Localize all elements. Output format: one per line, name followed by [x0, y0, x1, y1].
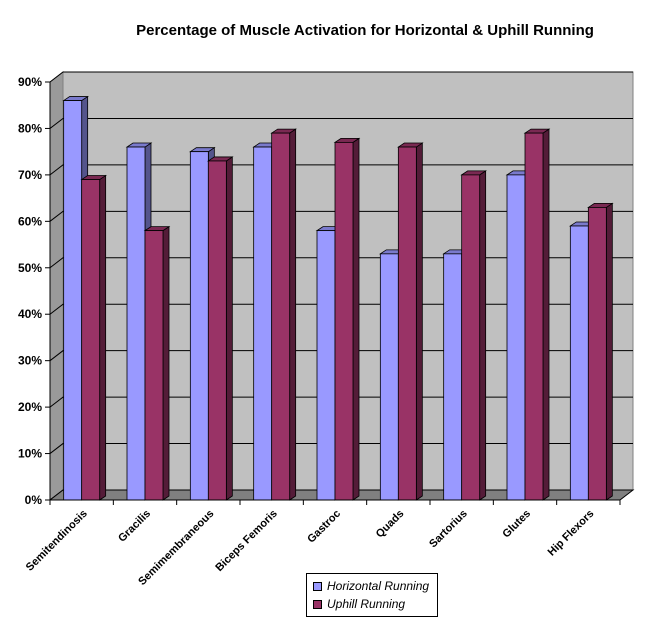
- bar-uphill-running-biceps-femoris: [270, 128, 297, 501]
- bar-front: [144, 230, 164, 501]
- gridline: [49, 164, 633, 176]
- bar-side: [605, 202, 613, 501]
- bar-front: [63, 100, 83, 501]
- y-tick-label: 40%: [18, 307, 42, 321]
- bar-front: [334, 141, 354, 501]
- legend-item-horizontal: Horizontal Running: [313, 577, 431, 595]
- bar-uphill-running-gracilis: [143, 225, 171, 501]
- category-label-hip-flexors: Hip Flexors: [546, 508, 597, 559]
- gridline: [49, 303, 633, 315]
- bar-front: [253, 146, 273, 501]
- category-label-glutes: Glutes: [500, 508, 533, 541]
- axes: [45, 81, 621, 505]
- bar-uphill-running-semitendinosis: [80, 174, 107, 501]
- legend-item-uphill: Uphill Running: [313, 595, 431, 613]
- y-tick-label: 20%: [18, 400, 42, 414]
- gridlines: [49, 71, 633, 501]
- bar-side: [352, 137, 360, 501]
- category-label-gracilis: Gracilis: [116, 508, 153, 545]
- bar-side: [479, 170, 487, 501]
- bar-front: [379, 253, 399, 501]
- bar-front: [569, 225, 589, 501]
- bar-front: [126, 146, 146, 501]
- bar-front: [271, 132, 291, 501]
- legend-label-uphill: Uphill Running: [327, 597, 406, 611]
- gridline: [49, 396, 633, 408]
- gridline: [49, 117, 633, 129]
- bar-uphill-running-glutes: [523, 128, 551, 501]
- y-tick-label: 30%: [18, 354, 42, 368]
- gridline: [49, 350, 633, 362]
- bar-side: [415, 142, 423, 501]
- category-label-sartorius: Sartorius: [427, 508, 470, 551]
- category-label-semitendinosis: Semitendinosis: [24, 508, 90, 574]
- bar-side: [225, 156, 233, 501]
- gridline: [49, 443, 633, 454]
- bar-side: [542, 128, 550, 501]
- legend-swatch-uphill: [313, 599, 322, 609]
- y-tick-label: 80%: [18, 121, 42, 135]
- bar-front: [207, 160, 227, 501]
- gridline: [49, 71, 633, 83]
- side-wall: [49, 70, 64, 502]
- category-label-quads: Quads: [374, 508, 407, 541]
- y-tick-label: 60%: [18, 214, 42, 228]
- bars: [62, 95, 614, 501]
- bar-front: [397, 146, 417, 501]
- bar-side: [99, 174, 107, 501]
- y-tick-label: 0%: [25, 493, 43, 507]
- bar-front: [443, 253, 463, 501]
- y-tick-labels: 0% 10% 20% 30% 40% 50% 60% 70% 80% 90%: [18, 75, 42, 507]
- bar-side: [162, 225, 170, 501]
- bar-front: [524, 132, 544, 501]
- bar-uphill-running-semimembraneous: [207, 156, 234, 501]
- category-label-gastroc: Gastroc: [305, 508, 343, 546]
- y-tick-label: 50%: [18, 261, 42, 275]
- bar-uphill-running-sartorius: [460, 170, 487, 501]
- y-tick-label: 10%: [18, 447, 42, 461]
- gridline: [49, 257, 633, 269]
- chart-title: Percentage of Muscle Activation for Hori…: [136, 22, 594, 39]
- legend: Horizontal Running Uphill Running: [306, 573, 438, 617]
- legend-label-horizontal: Horizontal Running: [327, 579, 430, 593]
- y-tick-label: 90%: [18, 75, 42, 89]
- bar-uphill-running-gastroc: [333, 137, 361, 501]
- bar-uphill-running-hip-flexors: [587, 202, 614, 501]
- bar-front: [316, 230, 336, 501]
- bar-front: [506, 174, 526, 501]
- gridline: [49, 210, 633, 222]
- bar-front: [189, 151, 209, 501]
- y-tick-label: 70%: [18, 168, 42, 182]
- bar-front: [81, 179, 101, 501]
- bar-front: [587, 206, 607, 501]
- bar-side: [289, 128, 297, 501]
- bar-front: [461, 174, 481, 501]
- legend-swatch-horizontal: [313, 581, 322, 591]
- category-label-biceps-femoris: Biceps Femoris: [213, 508, 279, 574]
- bar-uphill-running-quads: [397, 142, 424, 501]
